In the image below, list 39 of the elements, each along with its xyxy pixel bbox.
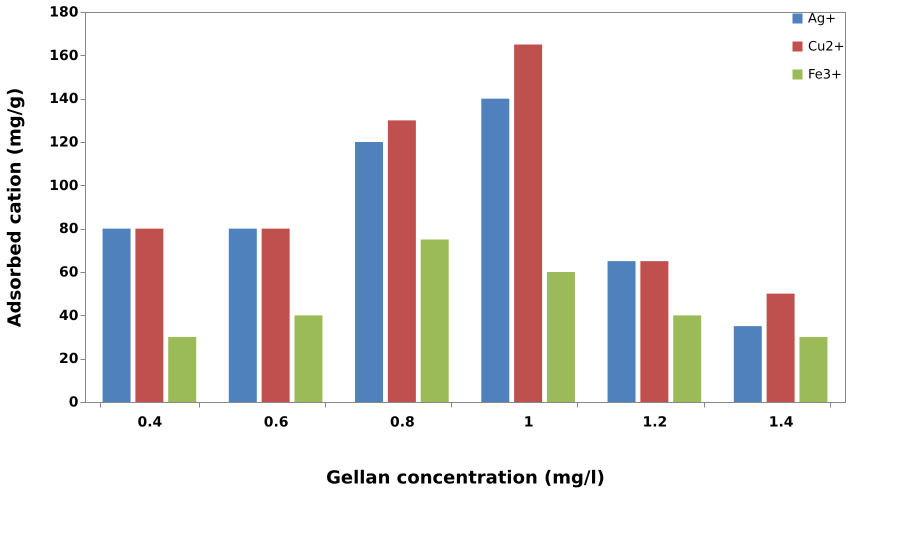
bar — [102, 228, 131, 402]
bar — [673, 315, 702, 402]
bar — [734, 326, 762, 402]
bar — [294, 315, 322, 402]
bar — [546, 272, 575, 402]
bar — [514, 44, 542, 402]
x-tick-label: 0.6 — [264, 414, 289, 430]
x-tick-label: 0.8 — [390, 414, 415, 430]
y-tick-label: 0 — [68, 394, 79, 410]
y-tick-label: 40 — [59, 308, 79, 324]
bar — [228, 228, 257, 402]
y-tick-label: 20 — [59, 351, 79, 368]
bar — [481, 98, 510, 402]
x-tick-label: 1.4 — [768, 414, 794, 430]
bar — [420, 240, 449, 402]
y-tick-label: 80 — [59, 221, 79, 238]
y-axis-title: Adsorbed cation (mg/g) — [4, 88, 26, 328]
x-tick-label: 0.4 — [137, 414, 163, 430]
bar — [168, 337, 196, 402]
y-tick-label: 160 — [49, 48, 79, 64]
y-tick-label: 100 — [49, 178, 79, 194]
legend-label: Cu2+ — [808, 40, 844, 54]
y-tick-label: 180 — [49, 4, 79, 20]
bar — [640, 261, 668, 402]
bar — [135, 228, 164, 402]
x-tick-label: 1.2 — [642, 414, 668, 430]
bar — [608, 261, 636, 402]
y-tick-label: 60 — [59, 264, 79, 280]
legend-label: Ag+ — [808, 12, 836, 26]
x-axis-title: Gellan concentration (mg/l) — [326, 468, 605, 488]
bar — [799, 337, 828, 402]
bar — [262, 228, 290, 402]
y-tick-label: 120 — [49, 134, 79, 150]
y-tick-label: 140 — [49, 91, 79, 108]
legend-label: Fe3+ — [808, 68, 842, 82]
x-tick-label: 1 — [524, 414, 534, 430]
bar — [766, 294, 795, 402]
bar — [388, 120, 416, 402]
bar — [355, 142, 384, 402]
